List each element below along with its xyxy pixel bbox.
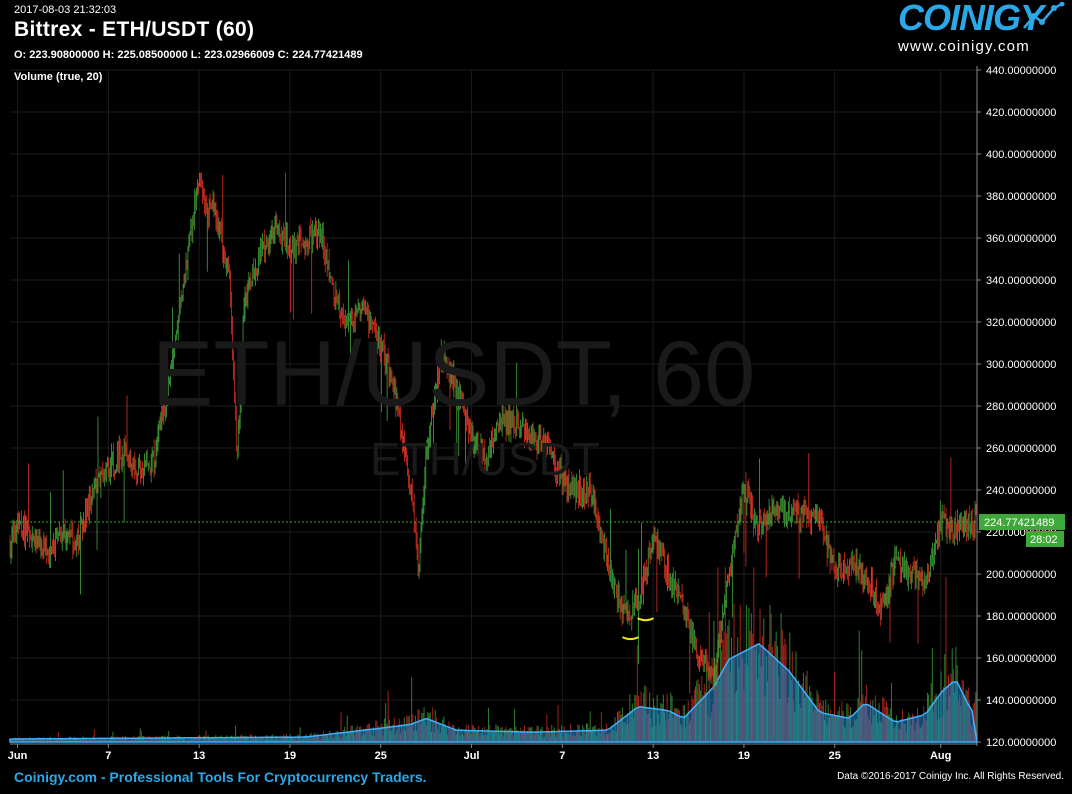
candles bbox=[9, 172, 977, 694]
logo-wordmark: COINIGY bbox=[898, 0, 1044, 38]
price-tick-label: 380.00000000 bbox=[986, 191, 1056, 203]
price-tick-label: 280.00000000 bbox=[986, 401, 1056, 413]
price-tick-label: 140.00000000 bbox=[986, 695, 1056, 707]
price-tick-label: 320.00000000 bbox=[986, 317, 1056, 329]
price-tick-label: 420.00000000 bbox=[986, 107, 1056, 119]
time-tick-label: 19 bbox=[738, 750, 750, 762]
watermark-pair-interval: ETH/USDT, 60 bbox=[152, 323, 756, 425]
time-tick-label: 25 bbox=[375, 750, 387, 762]
time-tick-label: 13 bbox=[193, 750, 205, 762]
price-tick-label: 400.00000000 bbox=[986, 149, 1056, 161]
time-tick-label: Jul bbox=[464, 750, 480, 762]
price-tick-label: 120.00000000 bbox=[986, 737, 1056, 749]
countdown-tag bbox=[1026, 530, 1064, 547]
price-tick-label: 300.00000000 bbox=[986, 359, 1056, 371]
volume-study-label[interactable]: Volume (true, 20) bbox=[14, 71, 103, 83]
volume-ma-area bbox=[9, 643, 978, 743]
time-tick-label: 7 bbox=[559, 750, 565, 762]
price-tick-label: 240.00000000 bbox=[986, 485, 1056, 497]
price-tick-label: 180.00000000 bbox=[986, 611, 1056, 623]
footer-copyright: Data ©2016-2017 Coinigy Inc. All Rights … bbox=[837, 771, 1064, 782]
footer-tagline[interactable]: Coinigy.com - Professional Tools For Cry… bbox=[14, 769, 427, 785]
time-tick-label: 7 bbox=[105, 750, 111, 762]
time-tick-label: Jun bbox=[8, 750, 28, 762]
watermark-pair: ETH/USDT bbox=[370, 433, 600, 485]
chart-title: Bittrex - ETH/USDT (60) bbox=[14, 18, 255, 41]
price-tick-label: 440.00000000 bbox=[986, 65, 1056, 77]
price-tick-label: 260.00000000 bbox=[986, 443, 1056, 455]
time-tick-label: Aug bbox=[930, 750, 951, 762]
last-price-tag bbox=[979, 513, 1065, 530]
time-tick-label: 25 bbox=[829, 750, 841, 762]
price-tick-label: 340.00000000 bbox=[986, 275, 1056, 287]
countdown-label: 28:02 bbox=[1030, 534, 1058, 546]
logo-url: www.coinigy.com bbox=[898, 38, 1030, 55]
price-tick-label: 200.00000000 bbox=[986, 569, 1056, 581]
low-annotation-mark bbox=[637, 617, 655, 622]
coinigy-logo[interactable]: COINIGY www.coinigy.com bbox=[894, 0, 1070, 60]
timestamp: 2017-08-03 21:32:03 bbox=[14, 4, 117, 16]
time-tick-label: 13 bbox=[647, 750, 659, 762]
low-annotation-mark bbox=[622, 636, 639, 641]
price-tick-label: 360.00000000 bbox=[986, 233, 1056, 245]
ohlc-readout: O: 223.90800000 H: 225.08500000 L: 223.0… bbox=[14, 49, 363, 61]
chart-line-icon bbox=[1023, 2, 1065, 29]
time-tick-label: 19 bbox=[284, 750, 296, 762]
price-tick-label: 160.00000000 bbox=[986, 653, 1056, 665]
last-price-label: 224.77421489 bbox=[984, 517, 1054, 529]
